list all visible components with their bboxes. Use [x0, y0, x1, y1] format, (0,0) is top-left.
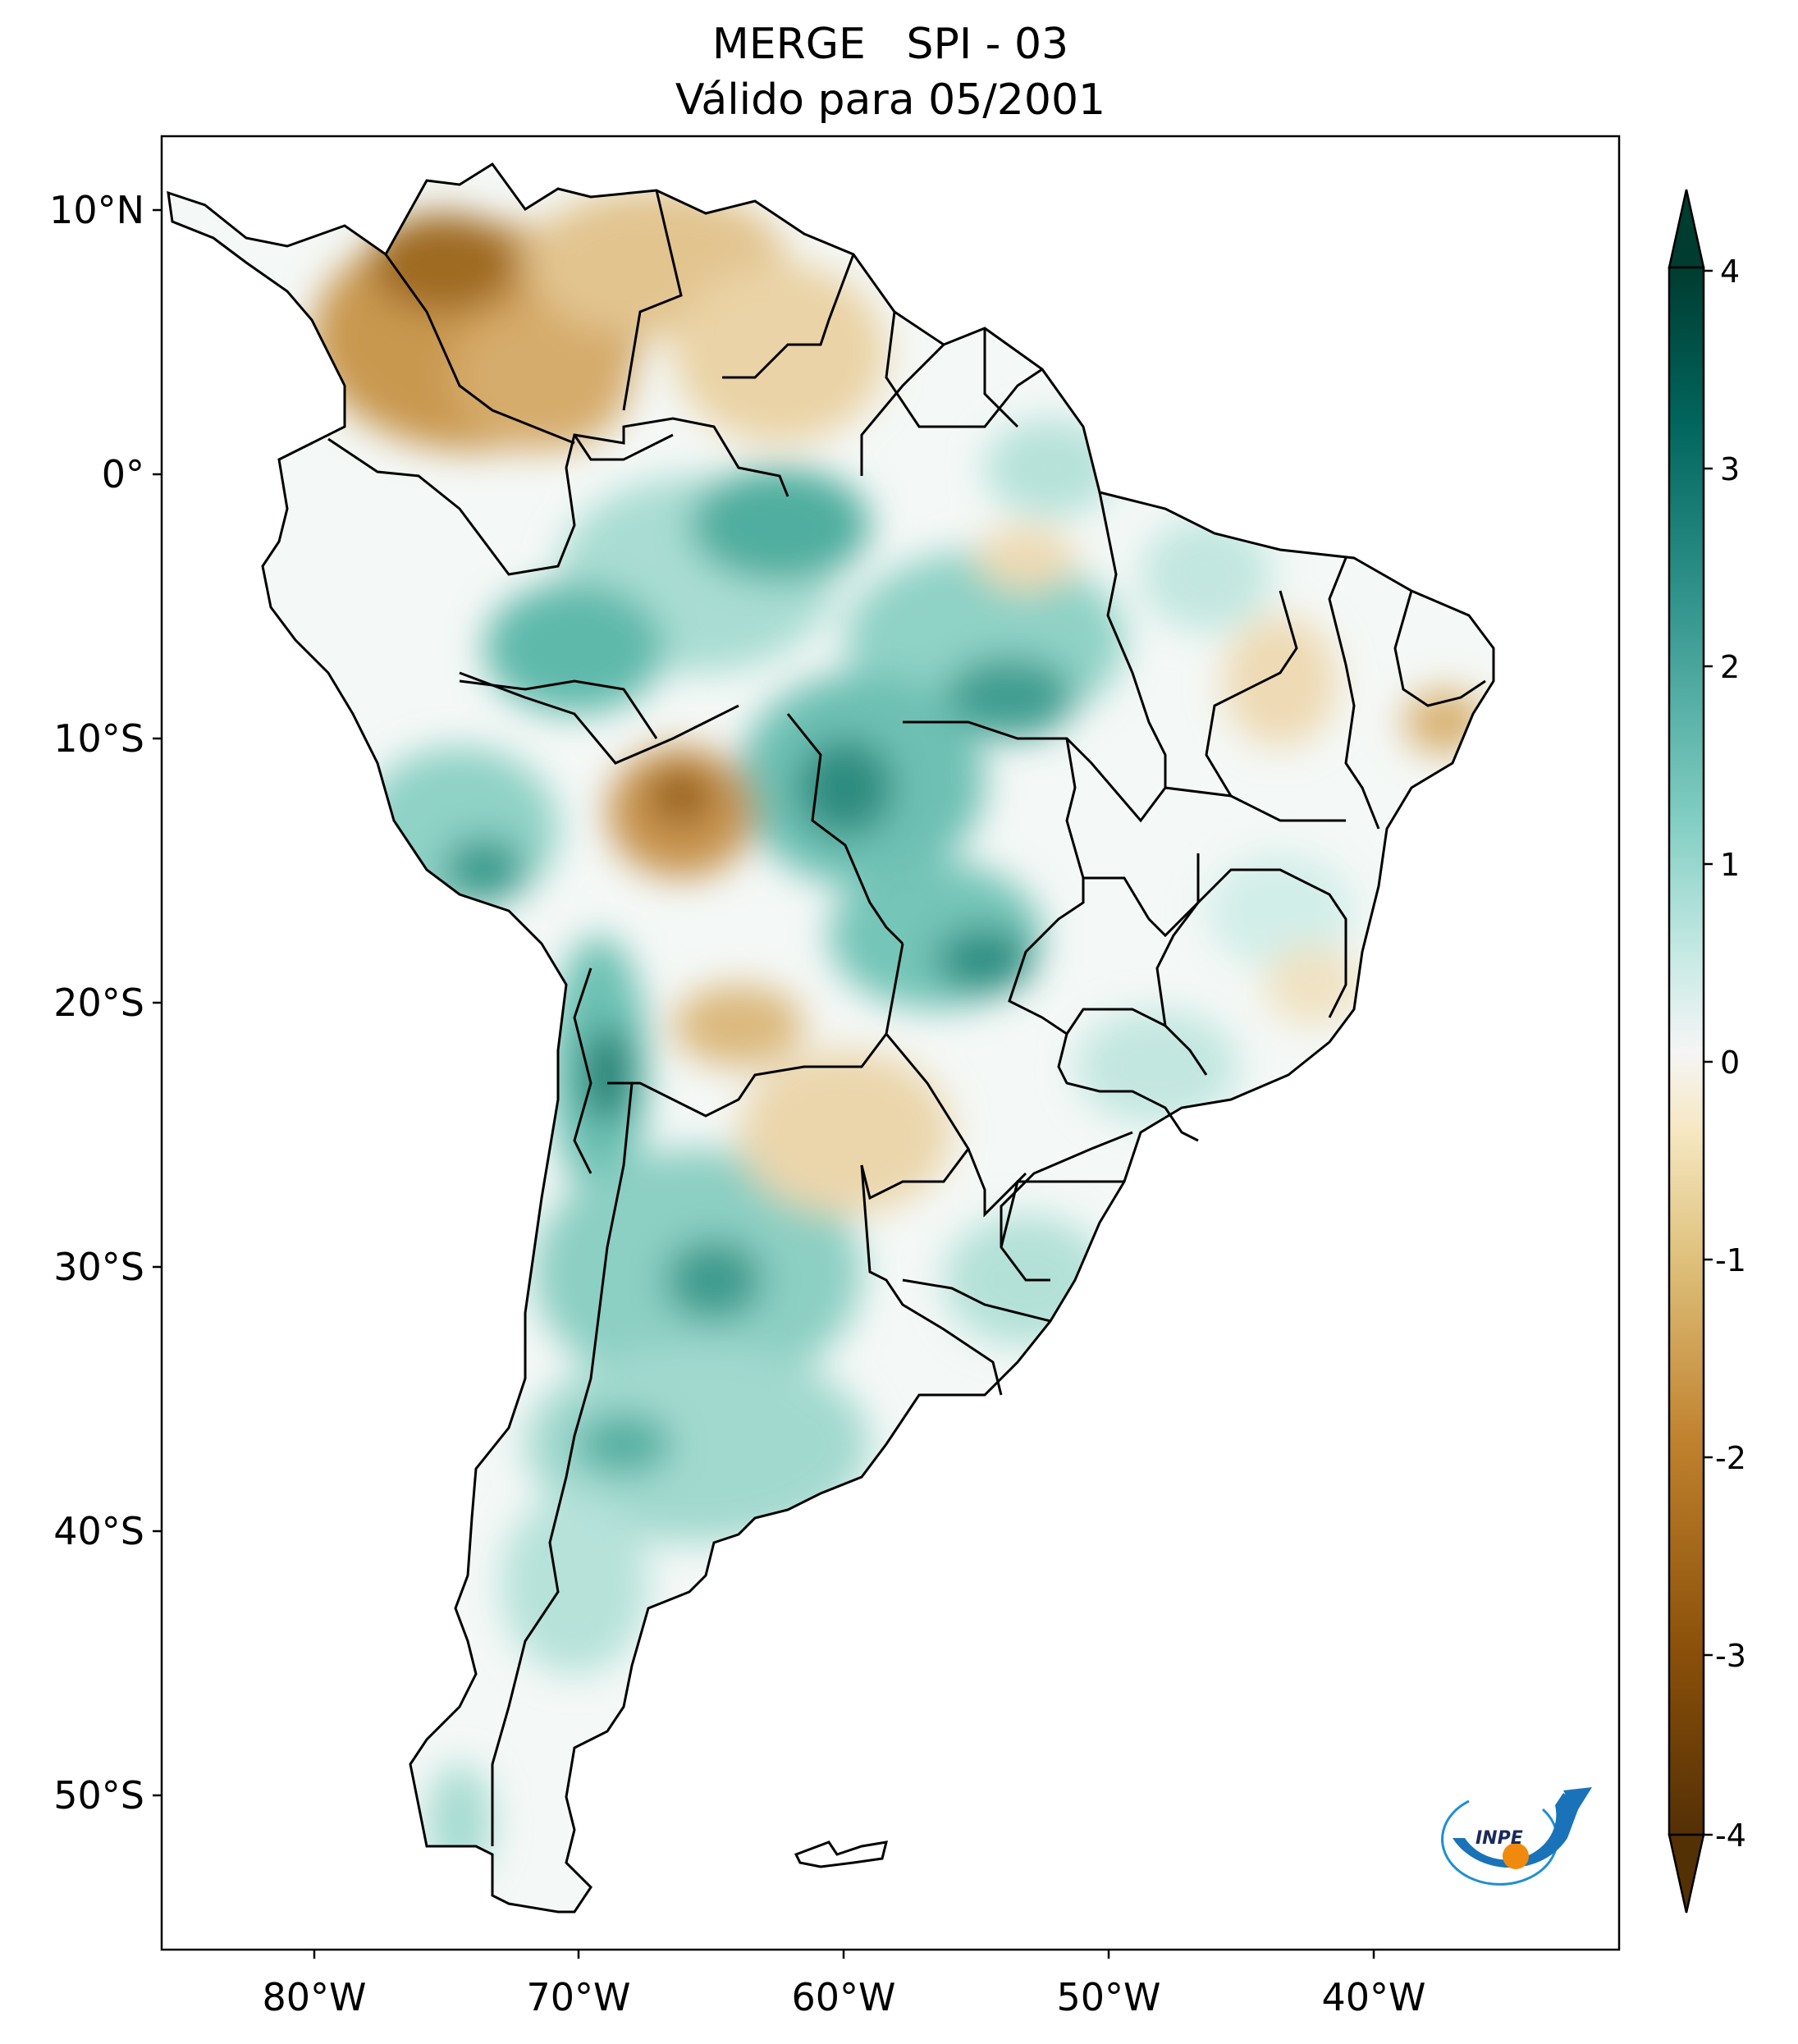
lon-label-60w: 60°W — [791, 1975, 895, 2019]
colorbar-label-1: 1 — [1720, 847, 1740, 883]
lon-label-40w: 40°W — [1321, 1975, 1425, 2019]
colorbar: 4 3 2 1 0 -1 -2 -3 -4 — [1668, 189, 1746, 1914]
colorbar-label-4: 4 — [1720, 254, 1740, 290]
colorbar-label-neg4: -4 — [1715, 1818, 1746, 1854]
lon-label-50w: 50°W — [1056, 1975, 1160, 2019]
colorbar-label-0: 0 — [1720, 1045, 1740, 1081]
colorbar-label-2: 2 — [1720, 649, 1740, 685]
colorbar-label-neg1: -1 — [1715, 1242, 1746, 1278]
falkland-islands — [794, 1841, 889, 1868]
colorbar-label-neg2: -2 — [1715, 1440, 1746, 1476]
lat-label-50s: 50°S — [53, 1773, 144, 1818]
lat-label-0: 0° — [102, 452, 144, 496]
inpe-logo: INPE — [1441, 1787, 1592, 1886]
longitude-axis: 80°W 70°W 60°W 50°W 40°W — [262, 1950, 1426, 2019]
inpe-logo-text: INPE — [1475, 1828, 1523, 1849]
map-title: MERGE SPI - 03 — [711, 20, 1069, 69]
latitude-axis: 10°N 0° 10°S 20°S 30°S 40°S 50°S — [49, 188, 162, 1818]
lon-label-80w: 80°W — [262, 1975, 366, 2019]
internal-borders — [327, 190, 1486, 1846]
map-subtitle: Válido para 05/2001 — [675, 75, 1106, 125]
lat-label-30s: 30°S — [53, 1245, 144, 1289]
lat-label-40s: 40°S — [53, 1509, 144, 1553]
lat-label-20s: 20°S — [53, 981, 144, 1025]
lon-label-70w: 70°W — [526, 1975, 630, 2019]
colorbar-label-3: 3 — [1720, 451, 1740, 487]
colorbar-label-neg3: -3 — [1715, 1638, 1746, 1674]
lat-label-10s: 10°S — [53, 716, 144, 761]
lat-label-10n: 10°N — [49, 188, 144, 232]
